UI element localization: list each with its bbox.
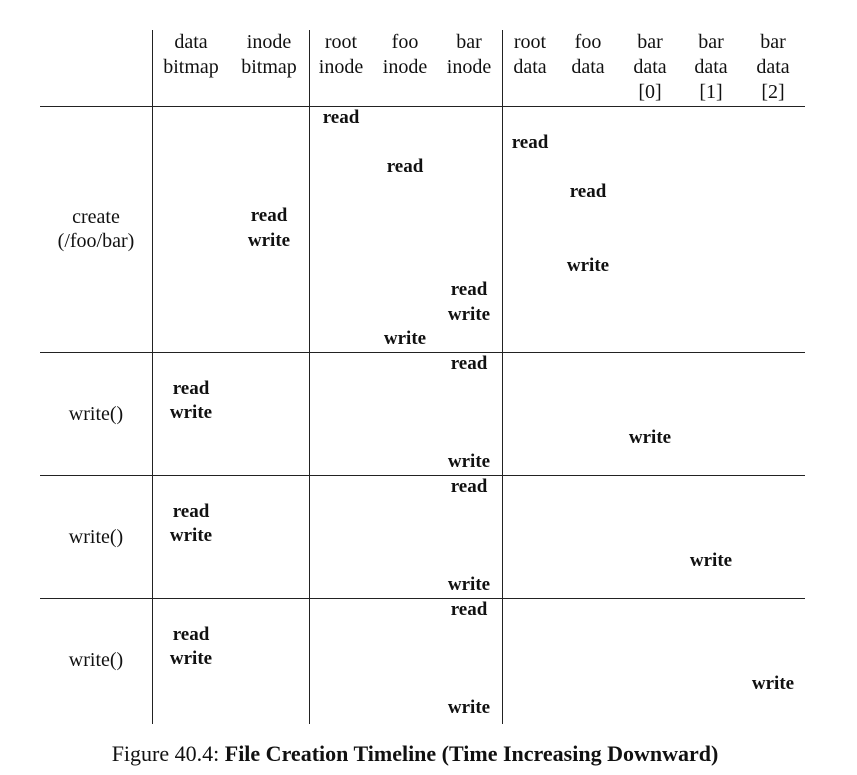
column-header-inode-bitmap-line-1: bitmap (241, 56, 297, 78)
op-read-foo-inode: read (386, 156, 424, 178)
column-divider-1 (309, 30, 310, 724)
op-read-foo-data: read (569, 180, 607, 202)
column-header-data-bitmap-line-1: bitmap (163, 56, 219, 78)
op-read-inode-bitmap: read (250, 205, 288, 227)
op-write-bar-data-0: write (628, 426, 672, 448)
column-header-bar-data-1-line-2: [1] (699, 81, 723, 103)
column-header-root-data-line-1: data (513, 56, 547, 78)
column-header-bar-data-1-line-0: bar (698, 31, 724, 53)
op-write-foo-inode: write (383, 328, 427, 350)
column-header-root-data-line-0: root (513, 31, 547, 53)
op-write-foo-data: write (566, 254, 610, 276)
column-header-bar-data-2-line-1: data (756, 56, 790, 78)
op-read-root-data: read (511, 131, 549, 153)
op-write-data-bitmap: write (169, 525, 213, 547)
column-header-inode-bitmap-line-0: inode (246, 31, 292, 53)
table-top-rule (40, 106, 805, 107)
caption-prefix: Figure 40.4: (111, 741, 225, 766)
column-header-bar-inode-line-0: bar (456, 31, 482, 53)
column-divider-2 (502, 30, 503, 724)
column-header-root-inode-line-0: root (324, 31, 358, 53)
column-header-foo-data-line-0: foo (574, 31, 602, 53)
op-read-root-inode: read (322, 107, 360, 128)
op-write-data-bitmap: write (169, 402, 213, 424)
op-write-bar-inode: write (447, 303, 491, 325)
column-header-bar-data-1-line-1: data (694, 56, 728, 78)
column-header-data-bitmap-line-0: data (174, 31, 208, 53)
op-read-bar-inode: read (450, 353, 488, 374)
op-read-data-bitmap: read (172, 500, 210, 522)
column-header-bar-data-0-line-2: [0] (638, 81, 662, 103)
column-header-root-inode-line-1: inode (318, 56, 364, 78)
op-write-inode-bitmap: write (247, 230, 291, 251)
column-header-bar-data-2-line-2: [2] (761, 81, 785, 103)
op-write-bar-inode: write (447, 574, 491, 596)
section-divider-1 (40, 474, 805, 476)
column-header-bar-data-0-line-0: bar (637, 31, 663, 53)
op-read-bar-inode: read (450, 279, 488, 301)
section-divider-2 (40, 597, 805, 599)
op-write-bar-data-2: write (751, 672, 795, 694)
op-write-bar-inode: write (447, 697, 491, 719)
op-read-bar-inode: read (450, 476, 488, 497)
section-label-0-line-1: (/foo/bar) (57, 230, 135, 252)
section-label-1-line-0: write() (68, 402, 124, 425)
column-header-bar-data-2-line-0: bar (760, 31, 786, 53)
op-write-bar-data-1: write (689, 549, 733, 571)
column-header-bar-data-0-line-1: data (633, 56, 667, 78)
section-label-3-line-0: write() (68, 648, 124, 671)
column-header-bar-inode-line-1: inode (446, 56, 492, 78)
figure-caption: Figure 40.4: File Creation Timeline (Tim… (0, 739, 830, 769)
op-read-bar-inode: read (450, 599, 488, 620)
op-read-data-bitmap: read (172, 623, 210, 645)
column-divider-0 (152, 30, 153, 724)
op-read-data-bitmap: read (172, 377, 210, 399)
caption-title: File Creation Timeline (Time Increasing … (224, 741, 719, 766)
column-header-foo-inode-line-0: foo (391, 31, 419, 53)
section-divider-0 (40, 351, 805, 353)
section-label-0-line-0: create (72, 206, 120, 228)
op-write-bar-inode: write (447, 451, 491, 473)
column-header-foo-inode-line-1: inode (382, 56, 428, 78)
section-label-2-line-0: write() (68, 525, 124, 548)
column-header-foo-data-line-1: data (571, 56, 605, 78)
op-write-data-bitmap: write (169, 648, 213, 670)
